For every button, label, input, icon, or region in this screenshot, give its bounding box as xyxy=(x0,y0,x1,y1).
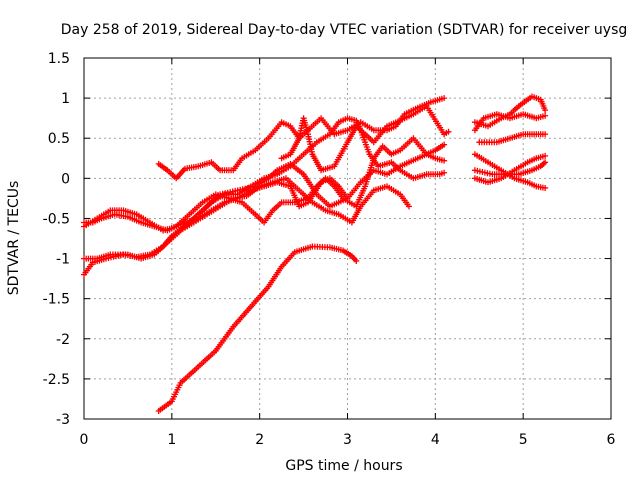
y-tick-label: 1 xyxy=(61,91,70,107)
x-tick-labels: 0 1 2 3 4 5 6 xyxy=(80,432,616,448)
axis-ticks xyxy=(83,57,612,420)
x-tick-label: 3 xyxy=(343,432,352,448)
series-track-m xyxy=(471,159,549,178)
marker-plus xyxy=(542,112,549,119)
series-track-h xyxy=(471,111,549,134)
y-tick-label: 0 xyxy=(61,171,70,187)
x-tick-label: 1 xyxy=(167,432,176,448)
y-tick-label: -1.5 xyxy=(43,292,70,308)
marker-plus xyxy=(542,152,549,159)
marker-plus xyxy=(542,107,549,114)
y-tick-label: -1 xyxy=(56,252,70,268)
marker-plus xyxy=(445,128,452,135)
series-track-e xyxy=(182,115,448,230)
series-track-i xyxy=(471,93,549,130)
series-track-d xyxy=(81,135,448,234)
x-tick-label: 0 xyxy=(80,432,89,448)
y-tick-labels: -3 -2.5 -2 -1.5 -1 -0.5 0 0.5 1 1.5 xyxy=(43,51,70,428)
marker-plus xyxy=(441,95,448,102)
x-tick-label: 2 xyxy=(255,432,264,448)
x-axis-label: GPS time / hours xyxy=(285,458,402,474)
series-track-k xyxy=(471,152,549,186)
marker-plus xyxy=(441,141,448,148)
grid-lines xyxy=(84,58,611,419)
marker-plus xyxy=(405,203,412,210)
series-track-l xyxy=(476,131,549,146)
series-track-b xyxy=(81,175,412,262)
x-tick-label: 4 xyxy=(431,432,440,448)
marker-plus xyxy=(542,131,549,138)
y-tick-label: -2 xyxy=(56,332,70,348)
marker-plus xyxy=(353,257,360,264)
y-tick-label: -2.5 xyxy=(43,372,70,388)
marker-plus xyxy=(542,159,549,166)
x-tick-label: 5 xyxy=(519,432,528,448)
marker-plus xyxy=(441,169,448,176)
marker-plus xyxy=(441,157,448,164)
data-points xyxy=(81,93,549,414)
chart-title: Day 258 of 2019, Sidereal Day-to-day VTE… xyxy=(61,22,628,38)
y-axis-label: SDTVAR / TECUs xyxy=(6,181,22,296)
series-track-g xyxy=(278,103,452,174)
y-tick-label: -0.5 xyxy=(43,211,70,227)
series-track-low-rising xyxy=(155,243,360,414)
x-tick-label: 6 xyxy=(607,432,616,448)
marker-plus xyxy=(542,184,549,191)
y-tick-label: -3 xyxy=(56,412,70,428)
y-tick-label: 0.5 xyxy=(48,131,70,147)
y-tick-label: 1.5 xyxy=(48,51,70,67)
